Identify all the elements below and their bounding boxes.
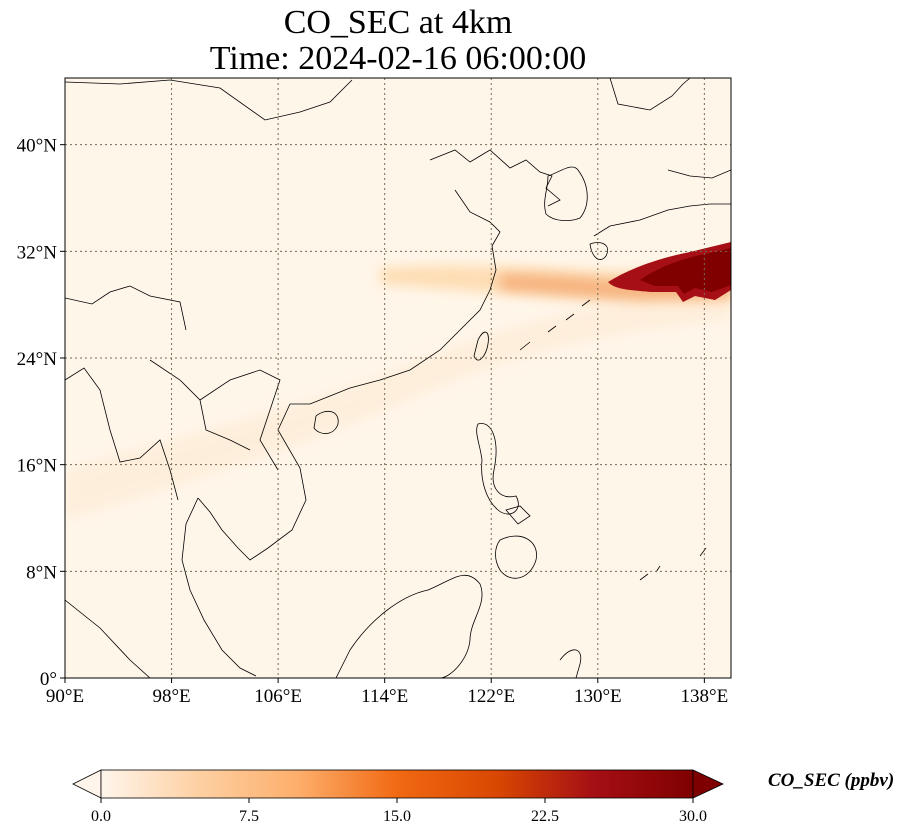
lon-tick-label: 90°E	[46, 686, 84, 707]
coastlines	[65, 78, 731, 678]
colorbar-tick-label: 22.5	[531, 808, 559, 825]
lon-tick-label: 106°E	[254, 686, 302, 707]
colorbar-ticks: 0.0 7.5 15.0 22.5 30.0	[91, 798, 707, 825]
coast-china-east	[290, 189, 501, 405]
colorbar-extend-max	[692, 769, 724, 799]
map-title: CO_SEC at 4km	[283, 4, 513, 41]
lat-tick-label: 0°	[40, 669, 57, 690]
colorbar-tick-label: 7.5	[239, 808, 259, 825]
colorbar-tick-label: 30.0	[679, 808, 707, 825]
lon-ticks: 90°E 98°E 106°E 114°E 122°E 130°E 138°E	[46, 678, 728, 707]
coast-ryukyu	[519, 299, 591, 351]
plume-hotspot-core	[640, 248, 731, 294]
coast-sulawesi	[559, 649, 582, 678]
map-time-subtitle: Time: 2024-02-16 06:00:00	[209, 40, 587, 77]
coast-borneo	[335, 574, 483, 678]
coast-taiwan	[473, 331, 489, 361]
border-north	[65, 79, 353, 121]
coast-mindanao	[495, 535, 537, 579]
colorbar-tick-label: 15.0	[383, 808, 411, 825]
lat-tick-label: 32°N	[17, 242, 58, 263]
plume-haze	[65, 290, 731, 520]
colorbar: 0.0 7.5 15.0 22.5 30.0	[72, 769, 724, 825]
coast-luzon	[476, 423, 519, 515]
lon-tick-label: 98°E	[152, 686, 190, 707]
coast-hainan	[313, 410, 339, 434]
coast-japan-north	[667, 169, 731, 179]
lat-ticks: 0° 8°N 16°N 24°N 32°N 40°N	[17, 136, 65, 690]
colorbar-body	[100, 769, 694, 799]
lat-tick-label: 24°N	[17, 349, 58, 370]
lat-tick-label: 16°N	[17, 456, 58, 477]
coast-sumatra	[65, 599, 151, 678]
gridlines	[65, 78, 731, 678]
coast-bohai	[429, 149, 561, 207]
coast-malay	[181, 497, 257, 677]
lat-tick-label: 40°N	[17, 136, 58, 157]
border-west	[65, 285, 187, 331]
coast-korea	[544, 166, 588, 222]
colorbar-tick-label: 0.0	[91, 808, 111, 825]
colorbar-title: CO_SEC (ppbv)	[768, 770, 895, 791]
lon-tick-label: 138°E	[681, 686, 729, 707]
lon-tick-label: 130°E	[574, 686, 622, 707]
coast-kyushu	[589, 242, 608, 260]
lon-tick-label: 114°E	[361, 686, 408, 707]
coast-myanmar	[65, 367, 179, 501]
lat-tick-label: 8°N	[26, 562, 57, 583]
coast-indochina	[197, 403, 307, 561]
border-laos-vietnam	[199, 369, 281, 471]
border-thai-laos	[149, 359, 251, 451]
colorbar-extend-min	[72, 769, 102, 799]
coast-visayas	[505, 505, 531, 525]
map-frame	[64, 77, 732, 679]
coast-japan	[593, 203, 731, 237]
lon-tick-label: 122°E	[467, 686, 515, 707]
border-northeast	[609, 78, 691, 111]
